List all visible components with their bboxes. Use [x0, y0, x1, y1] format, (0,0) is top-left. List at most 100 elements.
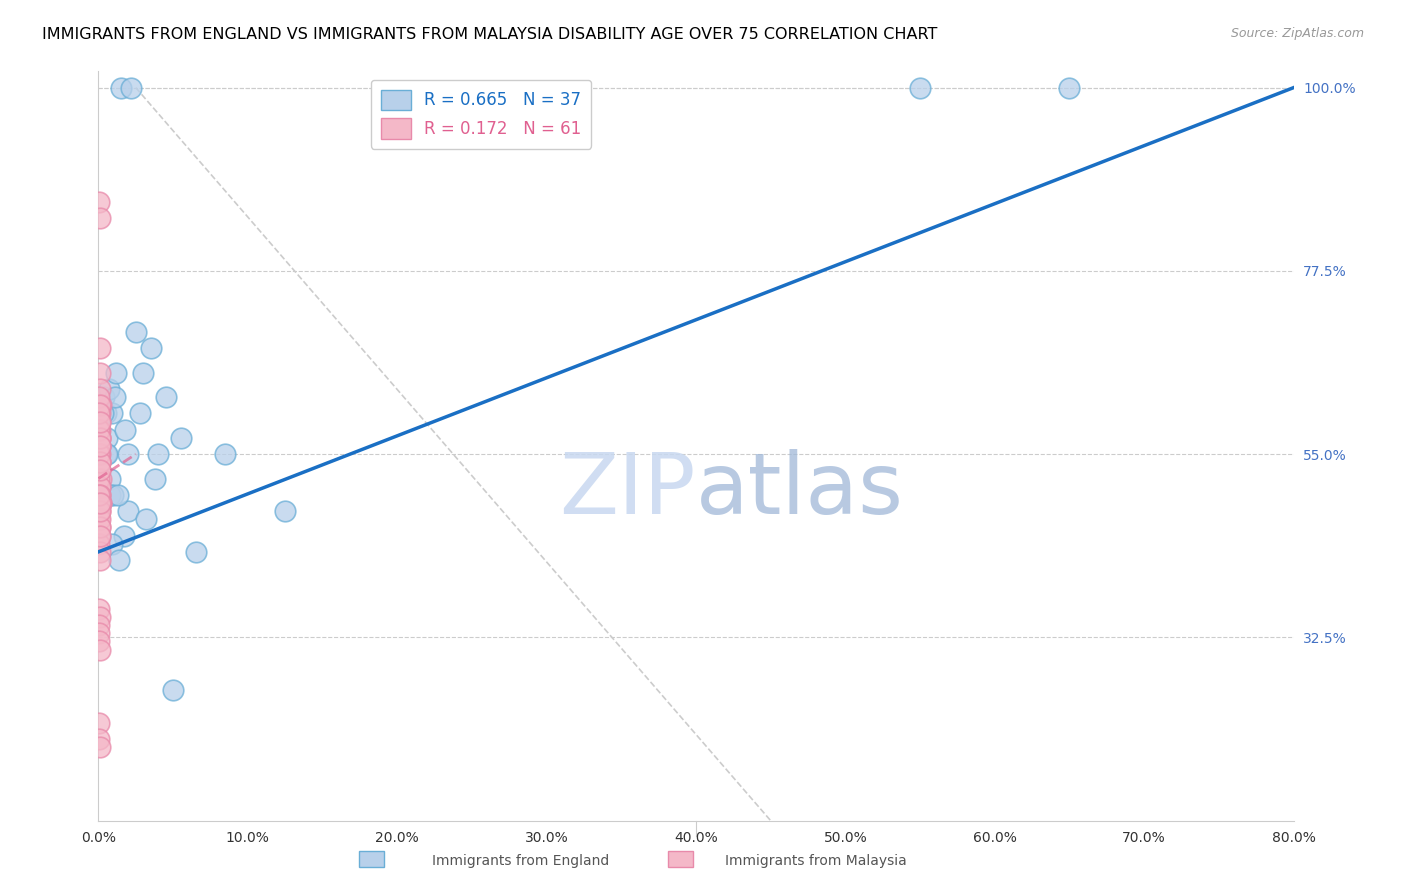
Point	[129, 406, 152, 420]
Point	[89, 406, 111, 420]
Point	[91, 406, 114, 420]
Point	[89, 390, 111, 404]
Point	[89, 528, 111, 542]
Point	[89, 431, 111, 445]
Point	[117, 504, 139, 518]
Point	[89, 431, 111, 445]
Point	[89, 447, 111, 461]
Point	[89, 512, 111, 526]
Point	[89, 406, 111, 420]
Point	[169, 431, 191, 445]
Point	[93, 390, 115, 404]
Point	[908, 80, 931, 95]
Point	[125, 325, 148, 339]
Text: atlas: atlas	[696, 450, 904, 533]
Point	[89, 463, 111, 477]
Point	[101, 406, 124, 420]
Point	[89, 488, 111, 502]
Point	[98, 488, 122, 502]
Point	[90, 496, 112, 510]
Point	[89, 463, 111, 477]
Point	[89, 406, 111, 420]
Point	[89, 423, 111, 437]
Point	[120, 80, 142, 95]
Point	[89, 455, 111, 469]
Point	[89, 642, 111, 657]
Point	[89, 537, 111, 551]
Point	[89, 610, 111, 624]
Point	[98, 472, 122, 486]
Point	[89, 553, 111, 567]
Point	[89, 341, 111, 355]
Point	[89, 431, 111, 445]
Point	[96, 431, 118, 445]
Point	[184, 545, 207, 559]
Point	[89, 194, 111, 209]
Point	[89, 423, 111, 437]
Point	[89, 415, 111, 429]
Point	[89, 545, 111, 559]
Point	[89, 439, 111, 453]
Legend: R = 0.665   N = 37, R = 0.172   N = 61: R = 0.665 N = 37, R = 0.172 N = 61	[371, 79, 591, 149]
Point	[112, 528, 135, 542]
Point	[89, 732, 111, 747]
Point	[89, 366, 111, 380]
Point	[89, 740, 111, 755]
Point	[148, 447, 170, 461]
Text: IMMIGRANTS FROM ENGLAND VS IMMIGRANTS FROM MALAYSIA DISABILITY AGE OVER 75 CORRE: IMMIGRANTS FROM ENGLAND VS IMMIGRANTS FR…	[42, 27, 938, 42]
Point	[108, 553, 131, 567]
Point	[103, 488, 125, 502]
Text: Immigrants from England: Immigrants from England	[432, 854, 609, 868]
Point	[89, 447, 111, 461]
Point	[89, 634, 111, 648]
Point	[89, 455, 111, 469]
Point	[94, 406, 117, 420]
Point	[114, 423, 136, 437]
Point	[104, 390, 127, 404]
Point	[89, 480, 111, 494]
Point	[89, 415, 111, 429]
Point	[214, 447, 236, 461]
Point	[90, 398, 112, 412]
Point	[90, 496, 112, 510]
Point	[89, 602, 111, 616]
Text: Source: ZipAtlas.com: Source: ZipAtlas.com	[1230, 27, 1364, 40]
Point	[96, 447, 118, 461]
Point	[89, 439, 111, 453]
Point	[89, 488, 111, 502]
Point	[117, 447, 139, 461]
Point	[89, 496, 111, 510]
Point	[89, 715, 111, 730]
Point	[89, 472, 111, 486]
Point	[1059, 80, 1081, 95]
Point	[89, 504, 111, 518]
Point	[89, 423, 111, 437]
Point	[89, 439, 111, 453]
Text: ZIP: ZIP	[560, 450, 696, 533]
Point	[107, 488, 129, 502]
Point	[89, 455, 111, 469]
Point	[89, 480, 111, 494]
Point	[89, 520, 111, 534]
Point	[94, 447, 117, 461]
Point	[89, 520, 111, 534]
Point	[89, 488, 111, 502]
Text: Immigrants from Malaysia: Immigrants from Malaysia	[724, 854, 907, 868]
Point	[89, 447, 111, 461]
Point	[110, 80, 132, 95]
Point	[135, 512, 157, 526]
Point	[143, 472, 166, 486]
Point	[89, 618, 111, 632]
Point	[132, 366, 155, 380]
Point	[89, 626, 111, 640]
Point	[90, 472, 112, 486]
Point	[274, 504, 297, 518]
Point	[89, 504, 111, 518]
Point	[162, 683, 184, 698]
Point	[101, 537, 124, 551]
Point	[97, 382, 120, 396]
Point	[89, 528, 111, 542]
Point	[89, 398, 111, 412]
Point	[89, 504, 111, 518]
Point	[139, 341, 162, 355]
